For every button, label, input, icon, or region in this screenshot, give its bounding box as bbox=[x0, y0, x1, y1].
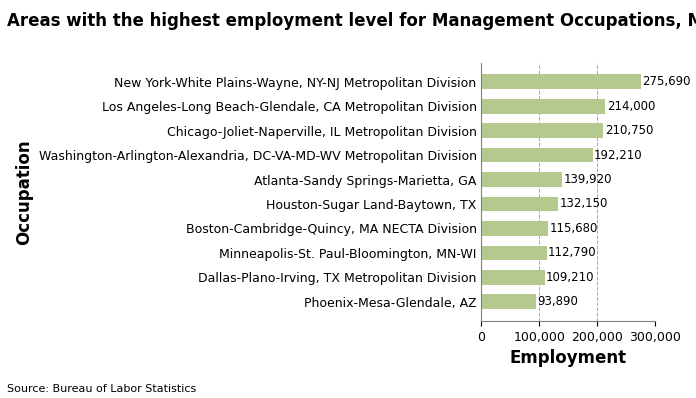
Text: 139,920: 139,920 bbox=[564, 173, 612, 186]
X-axis label: Employment: Employment bbox=[509, 349, 627, 367]
Text: 214,000: 214,000 bbox=[607, 100, 655, 113]
Text: 132,150: 132,150 bbox=[560, 197, 608, 211]
Text: 93,890: 93,890 bbox=[537, 295, 578, 308]
Bar bbox=[482, 99, 606, 113]
Text: 275,690: 275,690 bbox=[642, 75, 691, 88]
Bar bbox=[482, 172, 562, 187]
Text: 192,210: 192,210 bbox=[594, 148, 642, 162]
Bar bbox=[482, 295, 536, 309]
Text: 210,750: 210,750 bbox=[605, 124, 654, 137]
Y-axis label: Occupation: Occupation bbox=[15, 139, 33, 245]
Bar bbox=[482, 246, 546, 260]
Bar bbox=[482, 221, 548, 236]
Text: 109,210: 109,210 bbox=[546, 271, 594, 284]
Bar bbox=[482, 197, 558, 211]
Bar bbox=[482, 148, 593, 162]
Text: Areas with the highest employment level for Management Occupations, May 2011: Areas with the highest employment level … bbox=[7, 12, 696, 30]
Text: 115,680: 115,680 bbox=[550, 222, 598, 235]
Text: Source: Bureau of Labor Statistics: Source: Bureau of Labor Statistics bbox=[7, 384, 196, 394]
Bar bbox=[482, 74, 641, 89]
Text: 112,790: 112,790 bbox=[548, 246, 596, 259]
Bar bbox=[482, 123, 603, 138]
Bar bbox=[482, 270, 545, 285]
